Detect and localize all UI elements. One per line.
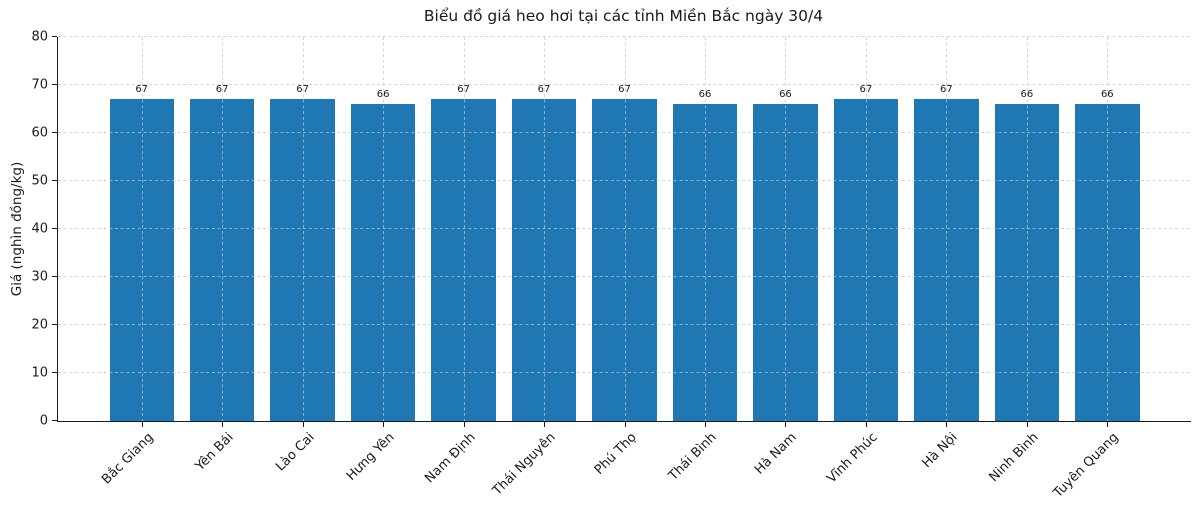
bar-value-label: 67	[940, 84, 953, 96]
h-gridline	[58, 36, 1191, 37]
y-tick-mark	[52, 372, 57, 373]
x-tick-mark	[1107, 422, 1109, 427]
x-tick-mark	[383, 422, 385, 427]
v-gridline	[463, 37, 465, 421]
x-tick-label: Bắc Giang	[98, 430, 157, 488]
x-tick-mark	[785, 422, 787, 427]
v-gridline	[704, 37, 706, 421]
bar-value-label: 67	[537, 84, 551, 96]
bar-value-label: 67	[859, 84, 873, 96]
chart-title: Biểu đồ giá heo hơi tại các tỉnh Miền Bắ…	[423, 7, 824, 25]
v-gridline	[141, 37, 143, 421]
bar-value-label: 67	[296, 84, 309, 96]
bar-value-label: 67	[618, 84, 631, 96]
v-gridline	[624, 37, 626, 421]
x-tick-mark	[463, 422, 465, 427]
x-tick-label: Thái Nguyên	[490, 430, 559, 499]
y-tick-mark	[52, 420, 57, 421]
x-tick-mark	[624, 422, 626, 427]
v-gridline	[946, 37, 948, 421]
y-tick-mark	[52, 84, 57, 85]
x-tick-label: Tuyên Quang	[1051, 430, 1122, 501]
v-gridline	[222, 37, 224, 421]
x-tick-label: Ninh Bình	[986, 430, 1042, 486]
v-gridline	[544, 37, 546, 421]
x-tick-mark	[544, 422, 546, 427]
y-tick-mark	[52, 180, 57, 181]
v-gridline	[1026, 37, 1028, 421]
y-tick-label: 0	[39, 413, 48, 429]
bar-value-label: 66	[1020, 89, 1034, 101]
x-tick-mark	[946, 422, 948, 427]
x-tick-label: Thái Bình	[665, 430, 720, 484]
y-tick-label: 80	[31, 29, 48, 45]
y-tick-label: 70	[31, 77, 48, 93]
x-tick-mark	[865, 422, 867, 427]
x-tick-mark	[1026, 422, 1028, 427]
v-gridline	[1107, 37, 1109, 421]
x-tick-mark	[302, 422, 304, 427]
bar-value-label: 66	[1100, 89, 1114, 101]
x-tick-mark	[704, 422, 706, 427]
y-tick-label: 40	[31, 221, 48, 237]
bar-value-label: 67	[215, 84, 229, 96]
y-tick-mark	[52, 324, 57, 325]
v-gridline	[302, 37, 304, 421]
bar-value-label: 66	[698, 89, 712, 101]
v-gridline	[785, 37, 787, 421]
bar-value-label: 66	[779, 89, 792, 101]
v-gridline	[383, 37, 385, 421]
x-tick-label: Yên Bái	[192, 430, 237, 474]
bar-value-label: 67	[457, 84, 470, 96]
bar-value-label: 66	[376, 89, 390, 101]
y-tick-label: 30	[31, 269, 48, 285]
plot-area: 67 67 67 66 67 67 67 66 66 67 67 66 66 0 10 20 30 40 50 60 7…	[31, 31, 1191, 501]
x-tick-label: Lào Cai	[272, 430, 318, 475]
y-tick-mark	[52, 228, 57, 229]
y-tick-label: 20	[31, 317, 48, 333]
y-tick-mark	[52, 132, 57, 133]
x-tick-label: Nam Định	[421, 430, 479, 487]
y-tick-label: 50	[31, 173, 48, 189]
x-tick-label: Hà Nam	[752, 430, 801, 478]
x-tick-mark	[141, 422, 143, 427]
y-axis-label: Giá (nghìn đồng/kg)	[9, 161, 25, 297]
bar-value-label: 67	[135, 84, 149, 96]
x-tick-label: Hà Nội	[919, 430, 961, 472]
y-tick-label: 10	[31, 365, 48, 381]
y-tick-mark	[52, 36, 57, 37]
x-tick-mark	[222, 422, 224, 427]
x-tick-label: Phú Thọ	[591, 430, 640, 478]
v-gridline	[865, 37, 867, 421]
x-tick-label: Vĩnh Phúc	[824, 430, 881, 487]
y-tick-mark	[52, 276, 57, 277]
y-tick-label: 60	[31, 125, 48, 141]
x-tick-label: Hưng Yên	[343, 430, 398, 484]
